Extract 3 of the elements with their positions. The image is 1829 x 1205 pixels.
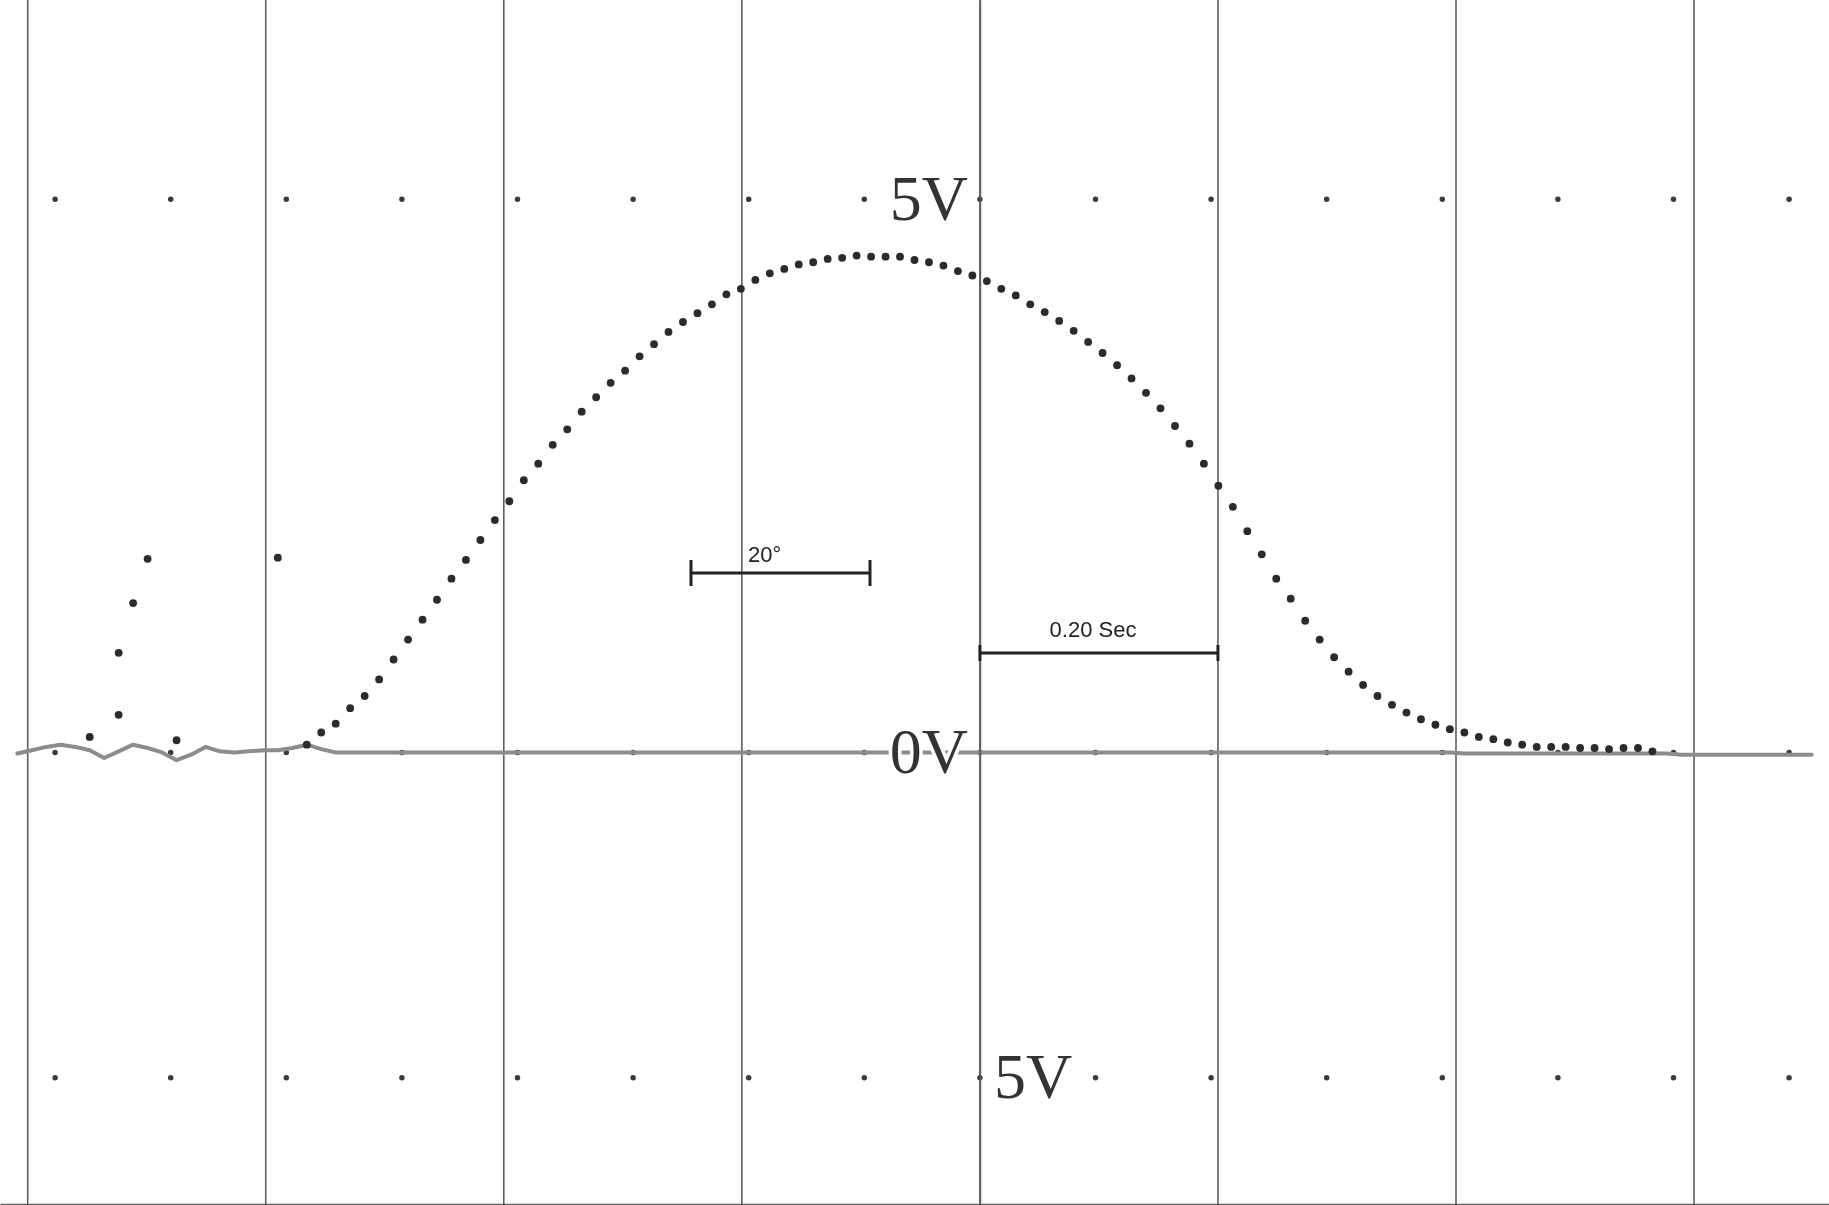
annotation: 0.20 Sec [1049, 617, 1137, 642]
annotation: 20° [748, 542, 782, 567]
ref-line-label: 5V [993, 1041, 1073, 1113]
